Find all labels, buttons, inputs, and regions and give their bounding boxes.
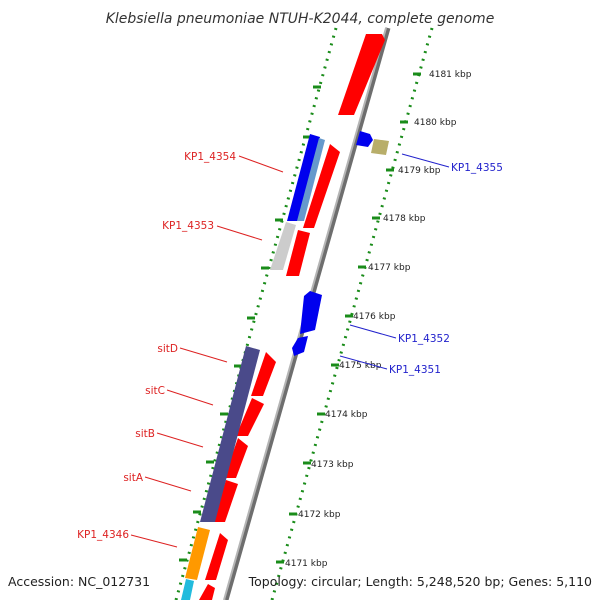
gene-block-kp1-4354b[interactable]	[297, 138, 325, 221]
gene-block-kp1-4353[interactable]	[270, 222, 296, 270]
topology-text: Topology: circular; Length: 5,248,520 bp…	[248, 574, 592, 589]
tick-labels: 4181 kbp 4180 kbp 4179 kbp 4178 kbp 4177…	[285, 70, 472, 569]
tick-label: 4178 kbp	[383, 214, 426, 224]
gene-arrow-kp1-4351[interactable]	[292, 336, 308, 356]
leader-lines-blue	[339, 153, 450, 370]
gene-arrow-forward[interactable]	[236, 398, 264, 436]
tick-label: 4179 kbp	[398, 166, 441, 176]
gene-arrow-forward[interactable]	[338, 34, 385, 115]
gene-label[interactable]: sitD	[157, 343, 178, 355]
gene-arrow-kp1-4355[interactable]	[356, 131, 373, 147]
gene-arrow-forward[interactable]	[205, 533, 228, 580]
accession-text: Accession: NC_012731	[8, 574, 150, 589]
tick-label: 4173 kbp	[311, 460, 354, 470]
gene-arrow-forward[interactable]	[199, 584, 215, 600]
major-tick-marks	[179, 72, 421, 564]
tick-label: 4180 kbp	[414, 118, 457, 128]
forward-strand-genes	[199, 34, 385, 600]
gene-labels: KP1_4354 KP1_4353 sitD sitC sitB sitA KP…	[77, 151, 503, 541]
tick-label: 4174 kbp	[325, 410, 368, 420]
gene-label[interactable]: KP1_4353	[162, 220, 214, 232]
gene-arrow-kp1-4352[interactable]	[300, 291, 322, 334]
gene-block-sitd[interactable]	[200, 346, 260, 522]
inner-tick-track	[270, 27, 434, 600]
gene-label[interactable]: sitA	[123, 472, 144, 484]
gene-block-cyan[interactable]	[181, 579, 194, 600]
gene-arrow-forward[interactable]	[224, 438, 248, 478]
tick-label: 4181 kbp	[429, 70, 472, 80]
tick-label: 4171 kbp	[285, 559, 328, 569]
gene-arrow-forward[interactable]	[303, 144, 340, 228]
map-title: Klebsiella pneumoniae NTUH-K2044, comple…	[106, 11, 495, 27]
leader-lines-red	[130, 155, 284, 548]
gene-label[interactable]: KP1_4354	[184, 151, 236, 163]
outer-strand-genes	[181, 134, 325, 600]
gene-label[interactable]: sitB	[135, 428, 155, 440]
outer-tick-track	[174, 27, 338, 600]
gene-label[interactable]: KP1_4355	[451, 162, 503, 174]
gene-arrow-forward[interactable]	[213, 480, 238, 522]
gene-arrow-forward[interactable]	[286, 230, 310, 276]
gene-label[interactable]: KP1_4352	[398, 333, 450, 345]
tick-label: 4177 kbp	[368, 263, 411, 273]
gene-block-kp1-4346[interactable]	[185, 527, 210, 580]
tick-label: 4175 kbp	[339, 361, 382, 371]
tick-label: 4172 kbp	[298, 510, 341, 520]
gene-label[interactable]: sitC	[145, 385, 165, 397]
inner-strand-genes	[292, 131, 389, 356]
gene-label[interactable]: KP1_4346	[77, 529, 129, 541]
gene-block-kp1-4354[interactable]	[287, 134, 320, 221]
gene-label[interactable]: KP1_4351	[389, 364, 441, 376]
tick-label: 4176 kbp	[353, 312, 396, 322]
gene-block-kp1-4355-khaki[interactable]	[371, 139, 389, 155]
gene-arrow-forward[interactable]	[251, 352, 276, 396]
